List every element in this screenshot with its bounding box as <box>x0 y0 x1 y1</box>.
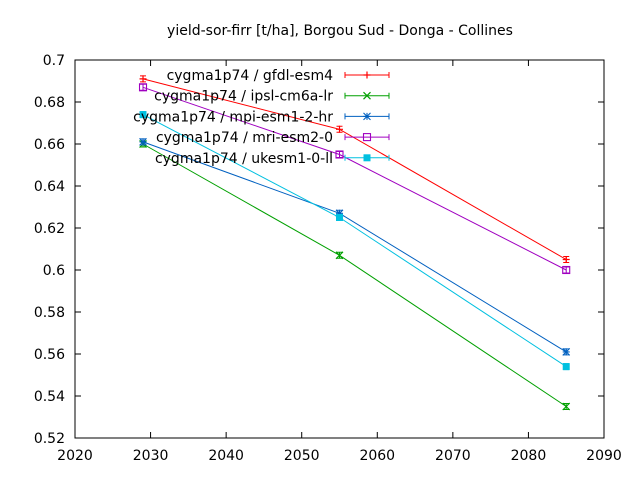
point-marker <box>363 91 371 100</box>
axes: 2020 2030 2040 2050 2060 2070 2080 2090 0.52 0.54… <box>34 53 622 464</box>
point-marker <box>139 138 147 146</box>
legend-entry: cygma1p74 / gfdl-esm4 <box>167 68 390 84</box>
legend-errbar-caps <box>344 134 390 141</box>
series-gfdl-esm4 <box>139 75 570 263</box>
x-tick-label: 2020 <box>57 448 93 464</box>
error-bar <box>336 151 343 158</box>
legend-errbar-caps <box>344 72 390 78</box>
x-tick-label: 2030 <box>133 448 169 464</box>
point-marker <box>363 154 371 162</box>
legend-entry: cygma1p74 / mpi-esm1-2-hr <box>133 109 390 125</box>
point-marker <box>336 214 343 221</box>
y-tick-label: 0.6 <box>43 263 65 279</box>
plot-frame <box>74 59 605 439</box>
point-marker <box>139 111 147 119</box>
series-ipsl-cm6a-lr <box>139 140 571 411</box>
x-tick-label: 2070 <box>435 448 471 464</box>
series-group <box>138 75 571 411</box>
y-tick-label: 0.52 <box>34 431 65 447</box>
point-marker <box>335 209 344 218</box>
y-tick-label: 0.56 <box>34 347 65 363</box>
legend-entry: cygma1p74 / ipsl-cm6a-lr <box>154 89 390 105</box>
legend-errbar-caps <box>344 92 390 99</box>
y-tick-label: 0.54 <box>34 389 65 405</box>
point-marker <box>562 265 571 275</box>
point-marker <box>138 83 148 92</box>
error-bar <box>563 266 570 274</box>
legend-errbar-caps <box>344 154 390 161</box>
x-tick-label: 2060 <box>359 448 395 464</box>
point-marker <box>335 251 344 260</box>
series-ukesm1-0-ll <box>139 111 570 371</box>
y-tick-label: 0.68 <box>34 95 65 111</box>
legend-label: cygma1p74 / ipsl-cm6a-lr <box>154 89 333 105</box>
point-marker <box>363 71 371 79</box>
point-marker <box>139 75 147 83</box>
point-marker <box>562 348 571 356</box>
x-tick-label: 2050 <box>284 448 320 464</box>
x-tick-label: 2080 <box>511 448 547 464</box>
point-marker <box>336 125 343 133</box>
y-tick-label: 0.7 <box>43 53 65 69</box>
legend-entry: cygma1p74 / mri-esm2-0 <box>156 130 390 146</box>
legend-label: cygma1p74 / gfdl-esm4 <box>167 68 334 84</box>
series-line <box>142 78 567 260</box>
legend: cygma1p74 / gfdl-esm4 cygma1p74 / ipsl-cm… <box>133 68 390 167</box>
point-marker <box>562 402 571 411</box>
y-tick-label: 0.58 <box>34 305 65 321</box>
legend-entry: cygma1p74 / ukesm1-0-ll <box>155 151 390 167</box>
point-marker <box>335 150 344 159</box>
point-marker <box>363 112 371 121</box>
point-marker <box>562 256 570 263</box>
legend-label: cygma1p74 / ukesm1-0-ll <box>155 151 333 167</box>
series-line <box>142 143 567 407</box>
point-marker <box>362 133 372 142</box>
legend-errbar-caps <box>344 113 390 120</box>
point-marker <box>562 363 570 371</box>
series-mpi-esm1-2-hr <box>139 138 571 356</box>
error-bar <box>140 83 147 91</box>
x-tick-label: 2090 <box>586 448 622 464</box>
chart-title: yield-sor-firr [t/ha], Borgou Sud - Dong… <box>167 23 513 39</box>
legend-label: cygma1p74 / mri-esm2-0 <box>156 130 333 146</box>
y-tick-label: 0.62 <box>34 221 65 237</box>
series-mri-esm2-0 <box>138 83 571 275</box>
y-tick-label: 0.64 <box>34 179 65 195</box>
y-tick-label: 0.66 <box>34 137 65 153</box>
legend-label: cygma1p74 / mpi-esm1-2-hr <box>133 109 333 125</box>
x-tick-label: 2040 <box>208 448 244 464</box>
series-line <box>142 141 567 353</box>
